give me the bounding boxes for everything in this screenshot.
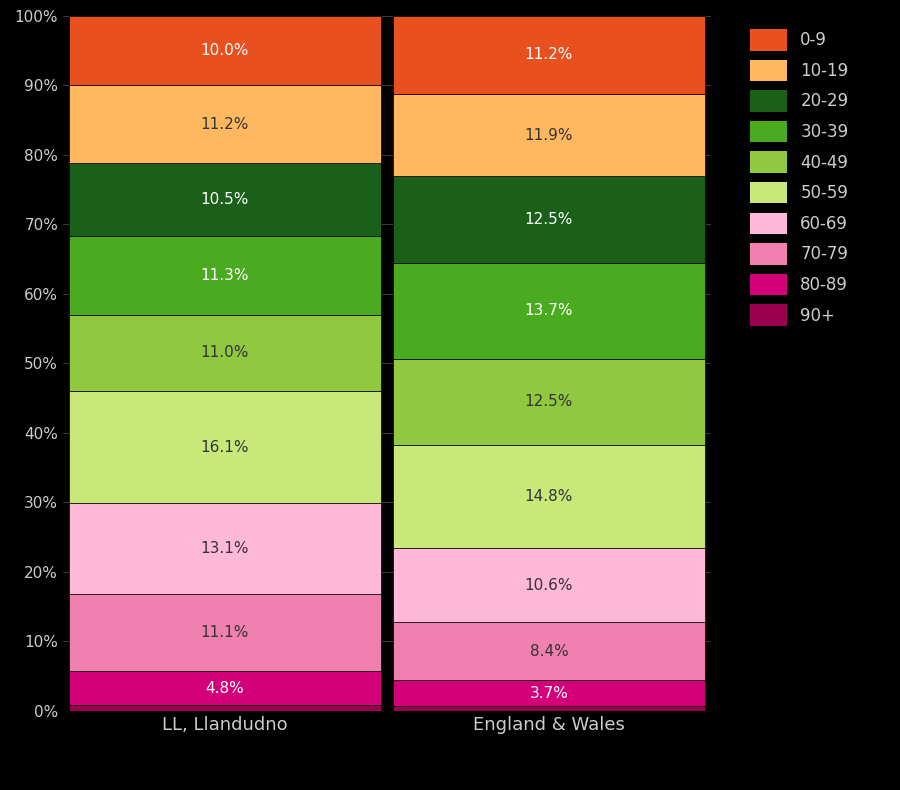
Bar	[393, 680, 705, 706]
Text: 11.3%: 11.3%	[201, 268, 249, 283]
Text: 11.0%: 11.0%	[201, 345, 249, 360]
Bar	[69, 391, 381, 503]
Bar	[393, 94, 705, 176]
Text: 11.1%: 11.1%	[201, 626, 249, 640]
Bar	[393, 263, 705, 359]
Bar	[69, 672, 381, 705]
Text: 12.5%: 12.5%	[525, 213, 573, 228]
Text: 11.9%: 11.9%	[525, 127, 573, 142]
Text: 13.1%: 13.1%	[201, 541, 249, 556]
Bar	[69, 236, 381, 314]
Text: 8.4%: 8.4%	[529, 644, 569, 659]
Bar	[393, 446, 705, 548]
Legend: 0-9, 10-19, 20-29, 30-39, 40-49, 50-59, 60-69, 70-79, 80-89, 90+: 0-9, 10-19, 20-29, 30-39, 40-49, 50-59, …	[745, 24, 853, 331]
Bar	[393, 16, 705, 94]
Text: 11.2%: 11.2%	[201, 117, 249, 132]
Text: 4.8%: 4.8%	[205, 680, 245, 695]
Bar	[69, 503, 381, 594]
Bar	[69, 85, 381, 164]
Bar	[69, 16, 381, 85]
Text: 11.2%: 11.2%	[525, 47, 573, 62]
Bar	[393, 706, 705, 711]
Bar	[393, 176, 705, 263]
Bar	[69, 594, 381, 672]
Text: 13.7%: 13.7%	[525, 303, 573, 318]
Bar	[69, 705, 381, 711]
Bar	[393, 548, 705, 622]
Text: 3.7%: 3.7%	[529, 686, 569, 701]
Bar	[69, 314, 381, 391]
Text: 10.5%: 10.5%	[201, 192, 249, 207]
Text: 16.1%: 16.1%	[201, 440, 249, 455]
Text: 12.5%: 12.5%	[525, 394, 573, 409]
Bar	[69, 164, 381, 236]
Bar	[393, 359, 705, 446]
Bar	[393, 622, 705, 680]
Text: 14.8%: 14.8%	[525, 489, 573, 504]
Text: 10.0%: 10.0%	[201, 43, 249, 58]
Text: 10.6%: 10.6%	[525, 577, 573, 592]
